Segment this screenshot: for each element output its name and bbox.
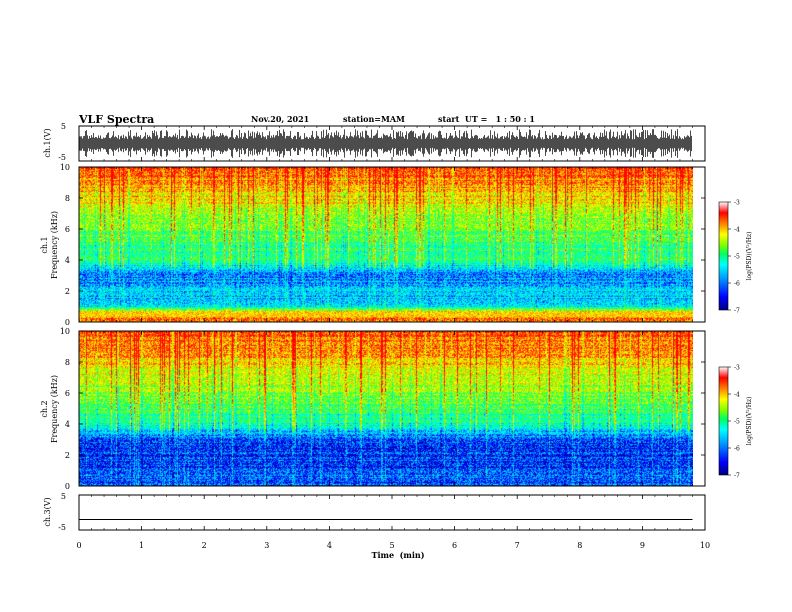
ch3-waveform-ylabel: ch.3(V) bbox=[43, 497, 52, 526]
colorbar-tick-label: -7 bbox=[734, 473, 740, 480]
time-tick-label: 0 bbox=[76, 541, 81, 550]
ch1-waveform-frame bbox=[78, 125, 706, 162]
time-axis-ticks: 0 1 2 3 4 5 6 7 8 9 10 bbox=[76, 126, 710, 550]
time-tick-label: 10 bbox=[700, 541, 710, 550]
time-tick-label: 8 bbox=[577, 541, 582, 550]
ch1-waveform-panel: 5 -5 ch.1(V) bbox=[43, 122, 706, 162]
frequency-tick-label: 2 bbox=[65, 287, 70, 296]
ch1-spectrogram-ylabel: Frequency (kHz) bbox=[50, 211, 59, 279]
frequency-tick-label: 6 bbox=[65, 389, 70, 398]
frequency-tick-label: 6 bbox=[65, 225, 70, 234]
ch1-waveform-trace bbox=[79, 129, 692, 158]
ch1-waveform-ylabel: ch.1(V) bbox=[43, 128, 52, 157]
frequency-tick-label: 8 bbox=[65, 194, 70, 203]
ch1-spectrogram-yticks: 0 2 4 6 8 10 bbox=[60, 163, 705, 327]
time-tick-label: 7 bbox=[515, 541, 520, 550]
frequency-tick-label: 4 bbox=[65, 256, 70, 265]
frequency-tick-label: 8 bbox=[65, 358, 70, 367]
ch2-spectrogram-yticks: 0 2 4 6 8 10 bbox=[60, 327, 705, 491]
colorbar-tick-label: -6 bbox=[734, 446, 740, 453]
time-tick-label: 3 bbox=[264, 541, 269, 550]
frequency-tick-label: 0 bbox=[65, 318, 70, 327]
frequency-tick-label: 10 bbox=[60, 163, 70, 172]
ch1-ytick-bottom: -5 bbox=[58, 153, 66, 162]
time-axis-label: Time (min) bbox=[371, 550, 424, 560]
header-start-time: start UT = 1 : 50 : 1 bbox=[438, 114, 535, 124]
ch3-ytick-bottom: -5 bbox=[58, 523, 66, 532]
colorbar-tick-label: -5 bbox=[734, 254, 740, 261]
colorbar-tick-label: -4 bbox=[734, 392, 740, 399]
time-tick-label: 2 bbox=[202, 541, 207, 550]
ch2-spectrogram-ylabel-channel: ch.2 bbox=[40, 400, 49, 417]
colorbar-tick-label: -5 bbox=[734, 419, 740, 426]
frequency-tick-label: 4 bbox=[65, 420, 70, 429]
ch3-ytick-top: 5 bbox=[61, 492, 66, 501]
header-station: station=MAM bbox=[343, 114, 405, 124]
time-tick-label: 1 bbox=[139, 541, 144, 550]
frequency-tick-label: 10 bbox=[60, 327, 70, 336]
ch1-ytick-top: 5 bbox=[61, 122, 66, 131]
frequency-tick-label: 2 bbox=[65, 451, 70, 460]
time-tick-label: 9 bbox=[640, 541, 645, 550]
time-tick-label: 5 bbox=[389, 541, 394, 550]
header-date: Nov.20, 2021 bbox=[251, 114, 309, 124]
colorbar-tick-label: -7 bbox=[734, 308, 740, 315]
colorbar-tick-label: -3 bbox=[734, 365, 740, 372]
ch1-spectrogram-ylabel-channel: ch.1 bbox=[40, 236, 49, 253]
figure-title: VLF Spectra bbox=[78, 113, 154, 126]
ch1-colorbar-label: log(PSD)(V²/Hz) bbox=[746, 232, 753, 281]
ch1-colorbar bbox=[718, 201, 729, 311]
colorbar-tick-label: -4 bbox=[734, 227, 740, 234]
ch3-waveform-panel: 5 -5 ch.3(V) bbox=[43, 492, 706, 532]
ch2-colorbar-label: log(PSD)(V²/Hz) bbox=[746, 397, 753, 446]
frequency-tick-label: 0 bbox=[65, 482, 70, 491]
colorbar-tick-label: -3 bbox=[734, 200, 740, 207]
colorbar-tick-label: -6 bbox=[734, 281, 740, 288]
ch2-colorbar-ticks: -3 -4 -5 -6 -7 bbox=[728, 365, 740, 480]
ch1-spectrogram-heatmap bbox=[79, 167, 693, 322]
time-tick-label: 4 bbox=[327, 541, 332, 550]
ch2-spectrogram-ylabel: Frequency (kHz) bbox=[50, 375, 59, 443]
ch3-waveform-frame bbox=[78, 494, 706, 531]
ch1-colorbar-ticks: -3 -4 -5 -6 -7 bbox=[728, 200, 740, 315]
ch2-colorbar bbox=[718, 366, 729, 476]
time-tick-label: 6 bbox=[452, 541, 457, 550]
ch2-spectrogram-heatmap bbox=[79, 331, 693, 486]
